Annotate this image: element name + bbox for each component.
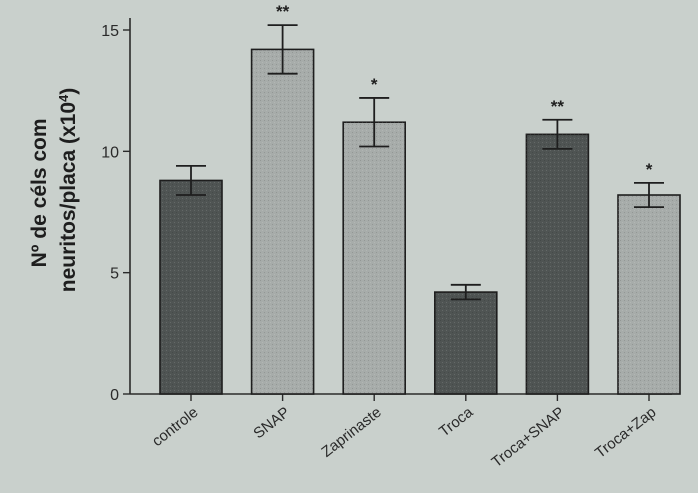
bar-texture <box>160 180 222 394</box>
y-tick-label: 5 <box>110 266 119 283</box>
y-axis-label: Nº de céls com neuritos/placa (x104) <box>28 88 80 292</box>
category-label: SNAP <box>250 404 293 443</box>
y-axis-label-line1: Nº de céls com <box>28 118 51 267</box>
category-label: Zaprinaste <box>318 404 384 461</box>
category-label: Troca+Zap <box>592 404 660 462</box>
significance-marker: * <box>646 160 653 179</box>
bars: ****** <box>159 2 681 395</box>
significance-marker: * <box>371 75 378 94</box>
category-label: controle <box>149 404 202 450</box>
y-axis-label-close: ) <box>57 88 80 95</box>
category-label: Troca <box>436 403 477 440</box>
bar-texture <box>526 134 589 394</box>
y-tick-label: 0 <box>110 387 119 404</box>
significance-marker: ** <box>276 2 290 21</box>
y-axis-label-exponent: 4 <box>56 94 71 102</box>
bar-texture <box>251 49 314 395</box>
bar-texture <box>343 122 406 395</box>
bar-texture <box>434 292 497 394</box>
bar-texture <box>618 195 680 394</box>
y-tick-label: 15 <box>101 23 119 40</box>
significance-marker: ** <box>551 97 565 116</box>
category-label: Troca+SNAP <box>489 404 568 471</box>
y-axis-label-line2: neuritos/placa (x10 <box>57 102 80 292</box>
y-tick-label: 10 <box>101 144 119 161</box>
category-labels: controle SNAP Zaprinaste Troca Troca+SNAP Tro… <box>149 403 660 471</box>
